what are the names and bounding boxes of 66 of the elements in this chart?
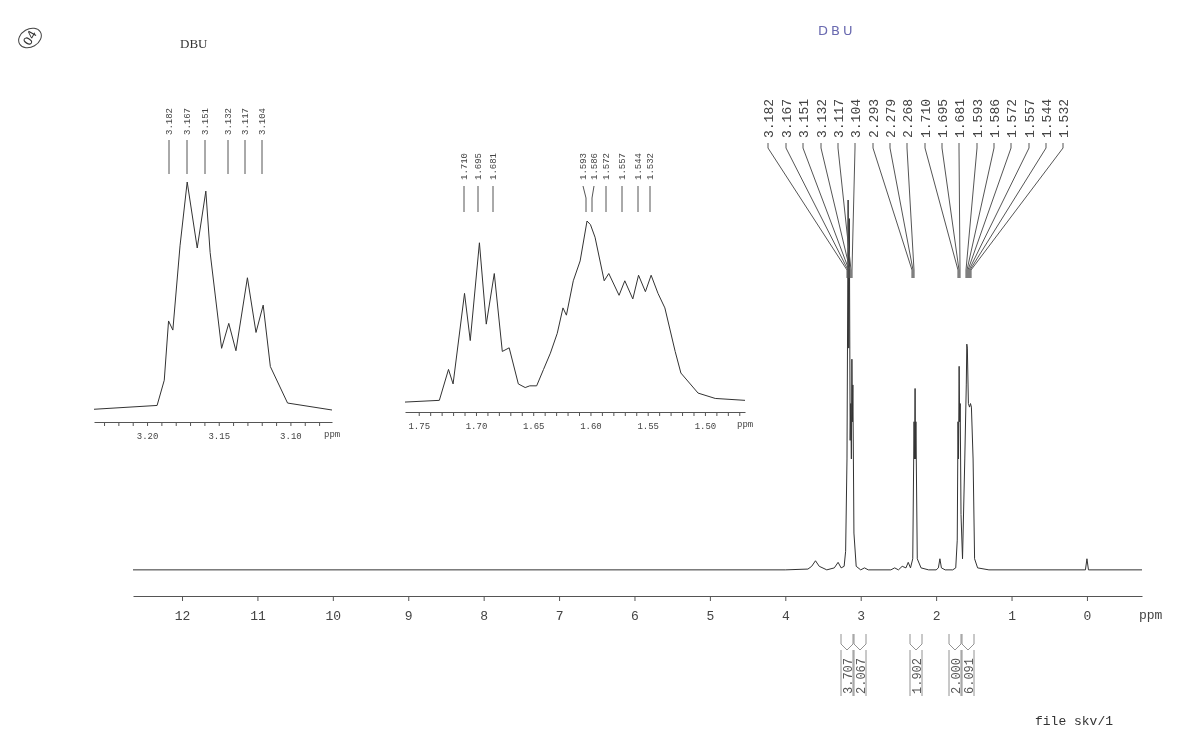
x-tick-label: 1: [1008, 608, 1017, 624]
text: 1.557: [618, 152, 629, 180]
x-tick-label: 1.70: [465, 421, 488, 432]
text: 6.091: [962, 657, 977, 694]
text: 3.182: [165, 107, 176, 135]
text: 1.593: [579, 152, 590, 180]
text: 3.167: [183, 107, 194, 135]
x-tick-label: 8: [480, 608, 489, 624]
x-tick-label: 3.15: [208, 431, 231, 442]
text: 3.132: [224, 107, 235, 135]
text: 2.067: [854, 657, 869, 694]
x-tick-label: 1.60: [580, 421, 602, 432]
text: file skv/1: [1035, 714, 1114, 729]
text: 1.681: [952, 98, 968, 138]
x-tick-label: 1.75: [408, 421, 431, 432]
x-tick-label: 7: [555, 608, 564, 624]
x-tick-label: 1.50: [694, 421, 717, 432]
text: 3.104: [258, 107, 269, 135]
x-tick-label: 12: [174, 608, 191, 624]
text: 1.710: [460, 152, 471, 180]
text: 3.132: [814, 98, 830, 138]
text: 3.117: [831, 98, 847, 138]
text: 2.000: [949, 657, 964, 694]
text: 3.151: [201, 107, 212, 135]
text: 1.586: [987, 98, 1003, 138]
text: 1.544: [1039, 98, 1055, 138]
x-tick-label: 9: [404, 608, 413, 624]
x-axis-title: ppm: [324, 430, 341, 440]
x-tick-label: 10: [325, 608, 342, 624]
text: 2.268: [900, 98, 916, 138]
text: 3.117: [241, 107, 252, 135]
text: 1.557: [1022, 98, 1038, 138]
x-tick-label: 6: [631, 608, 639, 624]
text: 1.695: [474, 152, 485, 180]
text: 1.593: [970, 98, 986, 138]
x-tick-label: 2: [932, 608, 941, 624]
x-tick-label: 5: [706, 608, 715, 624]
text: 1.572: [602, 152, 613, 180]
x-tick-label: 4: [781, 608, 790, 624]
text: 1.902: [910, 657, 925, 694]
text: 1.710: [918, 98, 934, 138]
text: 3.104: [848, 98, 864, 138]
x-axis-title: ppm: [1139, 608, 1163, 623]
text: 1.586: [590, 152, 601, 180]
text: 1.544: [634, 152, 645, 180]
text: 1.695: [935, 98, 951, 138]
text: 1.532: [1056, 98, 1072, 138]
text: 3.707: [841, 657, 856, 694]
text: 3.167: [779, 98, 795, 138]
x-tick-label: 0: [1083, 608, 1092, 624]
text: 1.572: [1004, 98, 1020, 138]
x-tick-label: 11: [250, 608, 266, 624]
x-axis-title: ppm: [737, 420, 754, 430]
x-tick-label: 3.20: [136, 431, 159, 442]
text: 2.293: [866, 98, 882, 138]
x-tick-label: 1.65: [522, 421, 545, 432]
text: 3.151: [796, 98, 812, 138]
x-tick-label: 3.10: [280, 431, 302, 442]
text: 1.532: [646, 152, 657, 180]
x-tick-label: 3: [857, 608, 866, 624]
text: DBU: [818, 23, 856, 38]
text: 1.681: [489, 152, 500, 180]
x-tick-label: 1.55: [637, 421, 659, 432]
text: 2.279: [883, 98, 899, 138]
chart-title: DBU: [180, 36, 209, 51]
text: 3.182: [761, 98, 777, 138]
